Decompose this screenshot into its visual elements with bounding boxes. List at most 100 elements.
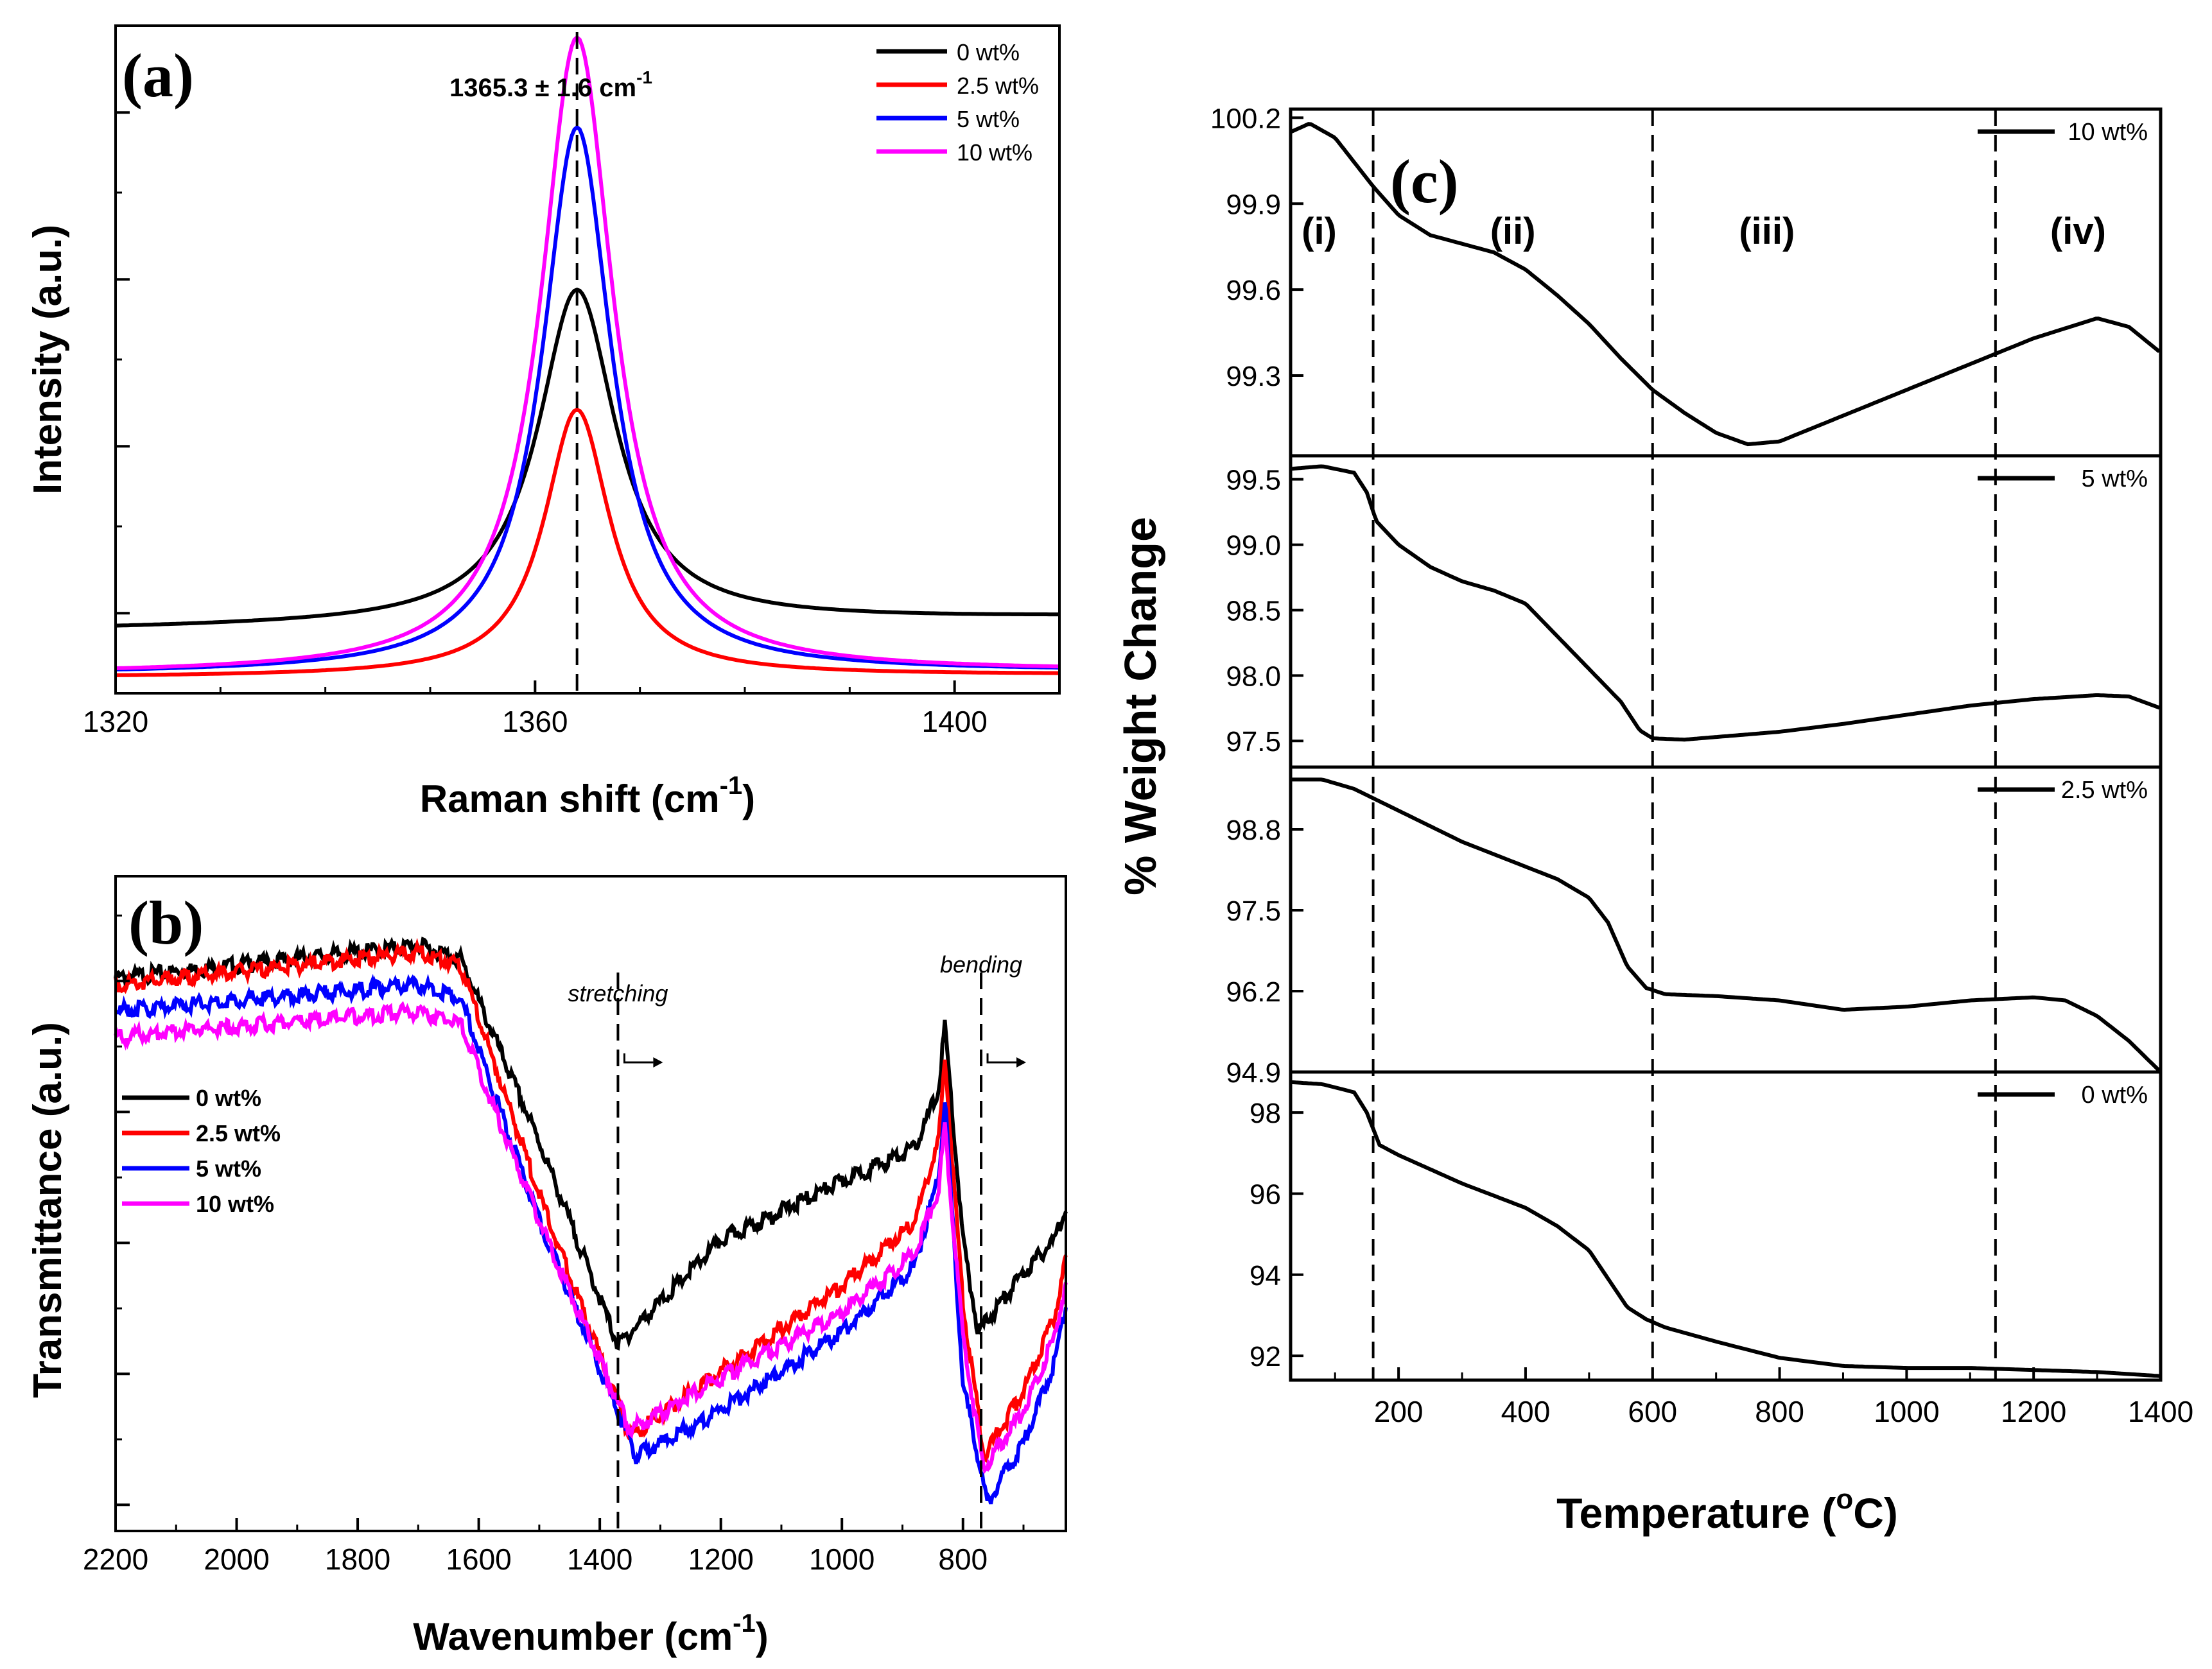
panel-c-y-tick-label: 98.0 — [1226, 661, 1281, 692]
panel-b-x-tick-label: 2000 — [204, 1543, 269, 1576]
panel-c-region-label: (iii) — [1739, 211, 1795, 252]
panel-c-y-tick-label: 98.8 — [1226, 815, 1281, 846]
panel-b-band-label-bending: bending — [940, 951, 1022, 978]
panel-b-shift-arrow — [623, 1053, 654, 1064]
panel-c-y-tick-label: 96 — [1250, 1179, 1281, 1210]
panel-a-legend: 0 wt% 2.5 wt% 5 wt% 10 wt% — [876, 39, 1039, 166]
panel-c-y-tick-label: 97.5 — [1226, 895, 1281, 927]
panel-c-y-tick-label: 99.3 — [1226, 361, 1281, 392]
panel-b-frame — [114, 875, 1067, 1532]
panel-a-line-25wt — [116, 407, 1059, 677]
panel-c-region-label: (ii) — [1490, 211, 1536, 252]
panel-c-frame — [1289, 107, 2163, 1382]
panel-b-x-axis-title: Wavenumber (cm-1) — [413, 1609, 768, 1658]
panel-c-x-tick-label: 400 — [1501, 1395, 1551, 1428]
panel-a-line-5wt — [115, 125, 1059, 671]
panel-a-y-axis-title: Intensity (a.u.) — [26, 225, 70, 494]
panel-a-raman: 1320 1360 1400 (a) 1365.3 ± 1.6 cm-1 Raman… — [26, 24, 1061, 820]
panel-b-ftir: 2200 2000 1800 1600 1400 1200 1000 800 (b) stre… — [26, 875, 1068, 1658]
panel-a-y-ticks — [116, 24, 130, 695]
panel-c-legend-label: 5 wt% — [2082, 465, 2148, 492]
panel-c-x-tick-label: 1400 — [2128, 1395, 2193, 1428]
panel-b-legend-label: 10 wt% — [196, 1191, 274, 1217]
panel-b-x-tick-label: 1400 — [567, 1543, 632, 1576]
panel-c-subplot-0wt: 98 96 94 92 0 wt% — [1250, 1070, 2161, 1378]
panel-c-y-tick-label: 92 — [1250, 1341, 1281, 1372]
panel-c-y-tick-label: 98.5 — [1226, 595, 1281, 627]
panel-b-legend-label: 2.5 wt% — [196, 1120, 281, 1146]
panel-b-legend-label: 0 wt% — [196, 1085, 261, 1111]
panel-b-shift-arrow — [986, 1053, 1017, 1064]
panel-a-legend-label: 0 wt% — [957, 39, 1020, 65]
panel-c-y-tick-label: 99.5 — [1226, 465, 1281, 496]
panel-c-y-tick-label: 99.6 — [1226, 275, 1281, 306]
panel-a-x-tick-label: 1360 — [502, 705, 568, 738]
panel-c-line-5wt — [1290, 464, 2161, 742]
panel-c-region-boundaries — [1372, 109, 1997, 1380]
panel-c-tga: 100.2 99.9 99.6 99.3 10 wt% 99.5 99.0 98.5 98.0 9… — [1115, 103, 2193, 1537]
panel-c-legend-label: 2.5 wt% — [2061, 777, 2148, 804]
panel-b-legend: 0 wt% 2.5 wt% 5 wt% 10 wt% — [122, 1085, 281, 1217]
panel-b-x-tick-label: 1800 — [325, 1543, 390, 1576]
panel-c-x-tick-label: 600 — [1628, 1395, 1677, 1428]
panel-b-x-tick-label: 1600 — [446, 1543, 511, 1576]
panel-c-subplots: 100.2 99.9 99.6 99.3 10 wt% 99.5 99.0 98.5 98.0 9… — [1210, 103, 2161, 1378]
panel-a-label: (a) — [122, 41, 194, 110]
panel-c-x-ticks: 200 400 600 800 1000 1200 1400 — [1334, 1367, 2193, 1428]
panel-b-series-group — [114, 937, 1068, 1505]
panel-a-x-ticks: 1320 1360 1400 — [83, 680, 988, 738]
panel-b-x-tick-label: 800 — [938, 1543, 988, 1576]
panel-b-band-marker-lines — [616, 973, 983, 1531]
panel-c-subplot-25wt: 98.8 97.5 96.2 94.9 2.5 wt% — [1226, 765, 2161, 1089]
panel-b-shift-arrows — [623, 1053, 1027, 1068]
panel-b-y-axis-title: Transmittance (a.u.) — [26, 1022, 70, 1398]
panel-a-legend-label: 5 wt% — [957, 106, 1020, 132]
panel-c-line-10wt — [1289, 122, 2161, 447]
panel-a-legend-label: 2.5 wt% — [957, 73, 1039, 99]
panel-c-y-tick-label: 100.2 — [1210, 103, 1281, 134]
panel-c-legend-label: 10 wt% — [2068, 119, 2148, 146]
panel-a-x-axis-title: Raman shift (cm-1) — [420, 772, 755, 820]
panel-c-y-tick-label: 98 — [1250, 1098, 1281, 1129]
panel-c-x-tick-label: 200 — [1374, 1395, 1424, 1428]
panel-b-shift-arrowhead — [1016, 1057, 1027, 1068]
panel-c-region-labels: (i) (ii) (iii) (iv) — [1302, 211, 2106, 252]
panel-a-line-0wt — [115, 287, 1059, 628]
panel-b-x-tick-label: 2200 — [83, 1543, 148, 1576]
panel-b-x-tick-label: 1200 — [688, 1543, 754, 1576]
panel-c-y-tick-label: 97.5 — [1226, 726, 1281, 757]
panel-c-y-tick-label: 94 — [1250, 1260, 1281, 1292]
panel-c-x-tick-label: 800 — [1755, 1395, 1804, 1428]
panel-a-line-10wt — [115, 35, 1060, 671]
panel-a-x-tick-label: 1400 — [921, 705, 987, 738]
panel-c-y-tick-label: 99.9 — [1226, 189, 1281, 220]
panel-c-legend-label: 0 wt% — [2082, 1082, 2148, 1109]
panel-c-y-axis-title: % Weight Change — [1115, 517, 1165, 895]
panel-b-band-label-stretching: stretching — [568, 980, 668, 1007]
panel-c-line-0wt — [1290, 1080, 2160, 1378]
panel-c-y-tick-label: 96.2 — [1226, 976, 1281, 1008]
panel-a-peak-annotation: 1365.3 ± 1.6 cm-1 — [449, 67, 652, 102]
panel-c-y-tick-label: 99.0 — [1226, 530, 1281, 562]
panel-b-line-10wt — [114, 1001, 1068, 1474]
panel-c-x-axis-title: Temperature (oC) — [1556, 1483, 1898, 1537]
panel-a-x-tick-label: 1320 — [83, 705, 148, 738]
panel-c-subplot-10wt: 100.2 99.9 99.6 99.3 10 wt% — [1210, 103, 2161, 447]
panel-b-label: (b) — [128, 888, 204, 957]
panel-a-legend-label: 10 wt% — [957, 139, 1032, 166]
panel-b-x-ticks: 2200 2000 1800 1600 1400 1200 1000 800 — [83, 1518, 1025, 1576]
panel-b-y-ticks — [116, 914, 130, 1507]
panel-b-annotations: stretching bending — [568, 951, 1022, 1007]
panel-c-y-tick-label: 94.9 — [1226, 1057, 1281, 1089]
panel-b-x-tick-label: 1000 — [809, 1543, 875, 1576]
panel-c-x-tick-label: 1200 — [2001, 1395, 2066, 1428]
panel-c-region-label: (iv) — [2050, 211, 2106, 252]
panel-c-x-tick-label: 1000 — [1874, 1395, 1939, 1428]
panel-b-shift-arrowhead — [653, 1057, 663, 1068]
panel-c-label: (c) — [1390, 147, 1459, 216]
panel-c-line-25wt — [1291, 777, 2161, 1073]
panel-a-series-group — [115, 35, 1060, 677]
panel-b-legend-label: 5 wt% — [196, 1155, 261, 1182]
